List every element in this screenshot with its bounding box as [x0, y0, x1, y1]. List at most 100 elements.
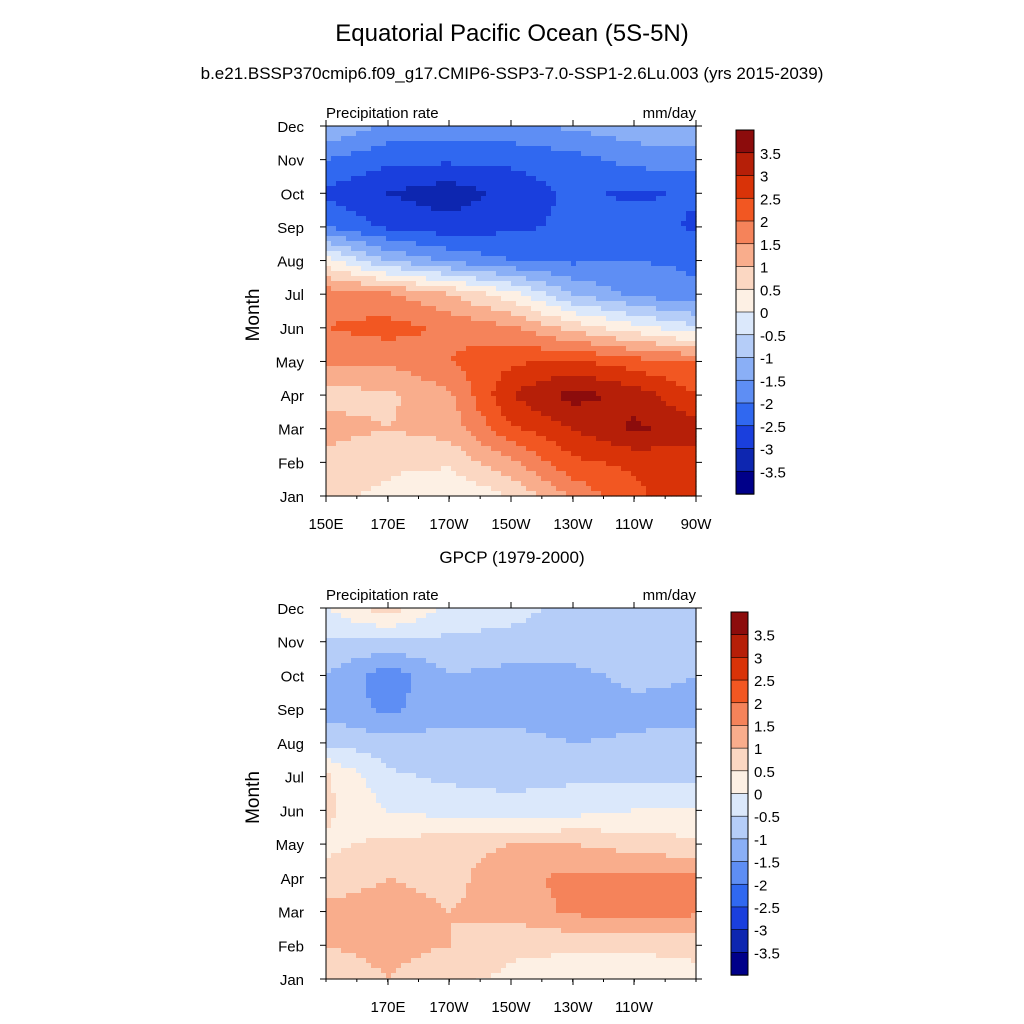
- field-cell: [451, 326, 457, 332]
- field-cell: [516, 171, 522, 177]
- field-cell: [626, 186, 632, 192]
- field-cell: [556, 186, 562, 192]
- field-cell: [481, 131, 487, 137]
- field-cell: [361, 441, 367, 447]
- field-cell: [691, 141, 697, 147]
- field-cell: [436, 226, 442, 232]
- field-cell: [331, 201, 337, 207]
- field-cell: [416, 291, 422, 297]
- field-cell: [671, 341, 677, 347]
- field-cell: [631, 391, 637, 397]
- field-cell: [466, 361, 472, 367]
- field-cell: [381, 141, 387, 147]
- field-cell: [681, 451, 687, 457]
- field-cell: [631, 311, 637, 317]
- field-cell: [341, 361, 347, 367]
- field-cell: [621, 211, 627, 217]
- field-cell: [411, 146, 417, 152]
- field-cell: [581, 261, 587, 267]
- field-cell: [471, 211, 477, 217]
- field-cell: [626, 331, 632, 337]
- field-cell: [386, 201, 392, 207]
- field-cell: [341, 356, 347, 362]
- field-cell: [581, 141, 587, 147]
- field-cell: [396, 171, 402, 177]
- field-cell: [326, 331, 332, 337]
- field-cell: [516, 221, 522, 227]
- field-cell: [401, 181, 407, 187]
- field-cell: [631, 166, 637, 172]
- field-cell: [471, 431, 477, 437]
- field-cell: [356, 166, 362, 172]
- field-cell: [691, 351, 697, 357]
- field-cell: [481, 296, 487, 302]
- field-cell: [616, 181, 622, 187]
- field-cell: [671, 271, 677, 277]
- field-cell: [601, 321, 607, 327]
- field-cell: [481, 176, 487, 182]
- field-cell: [526, 191, 532, 197]
- field-cell: [596, 306, 602, 312]
- field-cell: [476, 211, 482, 217]
- field-cell: [426, 401, 432, 407]
- field-cell: [536, 156, 542, 162]
- field-cell: [331, 261, 337, 267]
- field-cell: [326, 376, 332, 382]
- field-cell: [426, 301, 432, 307]
- field-cell: [376, 421, 382, 427]
- field-cell: [521, 356, 527, 362]
- field-cell: [376, 251, 382, 257]
- field-cell: [486, 131, 492, 137]
- field-cell: [646, 361, 652, 367]
- field-cell: [361, 461, 367, 467]
- field-cell: [501, 291, 507, 297]
- field-cell: [336, 341, 342, 347]
- field-cell: [646, 166, 652, 172]
- field-cell: [451, 191, 457, 197]
- field-cell: [466, 246, 472, 252]
- field-cell: [461, 346, 467, 352]
- field-cell: [491, 431, 497, 437]
- field-cell: [566, 231, 572, 237]
- field-cell: [416, 181, 422, 187]
- field-cell: [676, 191, 682, 197]
- field-cell: [691, 376, 697, 382]
- field-cell: [681, 311, 687, 317]
- field-cell: [371, 291, 377, 297]
- field-cell: [686, 351, 692, 357]
- field-cell: [506, 406, 512, 412]
- field-cell: [581, 416, 587, 422]
- field-cell: [501, 366, 507, 372]
- field-cell: [556, 346, 562, 352]
- field-cell: [376, 386, 382, 392]
- field-cell: [371, 421, 377, 427]
- field-cell: [616, 331, 622, 337]
- field-cell: [551, 251, 557, 257]
- field-cell: [621, 306, 627, 312]
- field-cell: [621, 261, 627, 267]
- field-cell: [561, 381, 567, 387]
- field-cell: [591, 456, 597, 462]
- field-cell: [361, 346, 367, 352]
- field-cell: [591, 191, 597, 197]
- field-cell: [371, 156, 377, 162]
- field-cell: [686, 376, 692, 382]
- field-cell: [521, 281, 527, 287]
- field-cell: [681, 181, 687, 187]
- field-cell: [671, 381, 677, 387]
- field-cell: [661, 281, 667, 287]
- field-cell: [406, 251, 412, 257]
- field-cell: [386, 441, 392, 447]
- field-cell: [516, 446, 522, 452]
- field-cell: [521, 201, 527, 207]
- field-cell: [631, 131, 637, 137]
- field-cell: [651, 406, 657, 412]
- field-cell: [456, 351, 462, 357]
- field-cell: [466, 456, 472, 462]
- field-cell: [451, 376, 457, 382]
- field-cell: [496, 441, 502, 447]
- field-cell: [691, 241, 697, 247]
- field-cell: [651, 351, 657, 357]
- field-cell: [371, 461, 377, 467]
- field-cell: [516, 151, 522, 157]
